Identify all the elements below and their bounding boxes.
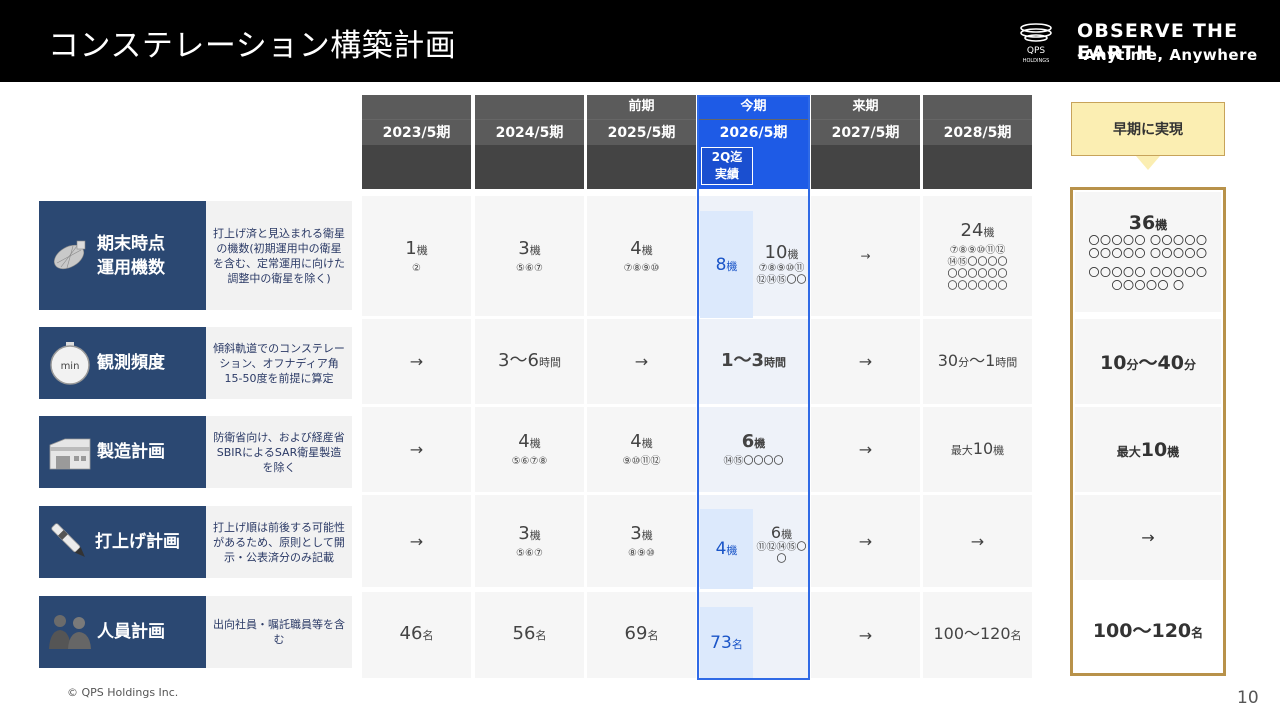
cell-frequency-2025: → — [587, 319, 696, 404]
column-label: 2026/5期 — [699, 119, 808, 145]
column-header-2027: 来期 2027/5期 — [811, 95, 920, 189]
page-title: コンステレーション構築計画 — [48, 28, 457, 64]
cell-manufacturing-2028: 最大10機 — [923, 407, 1032, 492]
row-label-launch: 打上げ計画 打上げ順は前後する可能性があるため、原則として開示・公表済分のみ記載 — [39, 506, 352, 578]
cell-staff-2024: 56名 — [475, 592, 584, 678]
cell-frequency-2028: 30分～1時間 — [923, 319, 1032, 404]
cell-manufacturing-2027: → — [811, 407, 920, 492]
cell-staff-2026-actual: 73名 — [700, 607, 753, 678]
cell-operational-2025: 4機 ⑦⑧⑨⑩ — [587, 196, 696, 316]
cell-operational-2023: 1機 ② — [362, 196, 471, 316]
page-number: 10 — [1237, 688, 1259, 708]
cell-staff-2027: → — [811, 592, 920, 678]
row-note: 打上げ済と見込まれる衛星の機数(初期運用中の衛星を含む、定常運用に向けた調整中の… — [213, 226, 345, 285]
cell-manufacturing-2024: 4機 ⑤⑥⑦⑧ — [475, 407, 584, 492]
header-bar: コンステレーション構築計画 QPS HOLDINGS OBSERVE THE E… — [0, 0, 1280, 82]
cell-frequency-2024: 3～6時間 — [475, 319, 584, 404]
summary-staff: 100～120名 — [1075, 585, 1221, 673]
row-title: 期末時点 運用機数 — [97, 233, 165, 278]
cell-frequency-2027: → — [811, 319, 920, 404]
phase-label: 前期 — [587, 95, 696, 119]
summary-launch: → — [1075, 495, 1221, 580]
cell-launch-2024: 3機 ⑤⑥⑦ — [475, 495, 584, 587]
cell-staff-2028: 100～120名 — [923, 592, 1032, 678]
phase-label: 今期 — [699, 95, 808, 119]
cell-operational-2028: 24機 ⑦⑧⑨⑩⑪⑫⑭⑮〇〇〇〇〇〇〇〇〇〇〇〇〇〇〇〇 — [923, 196, 1032, 316]
column-header-2026: 今期 2026/5期 2Q迄 実績 — [699, 95, 808, 189]
cell-launch-2025: 3機 ⑧⑨⑩ — [587, 495, 696, 587]
cell-staff-2025: 69名 — [587, 592, 696, 678]
pen-icon — [51, 523, 85, 557]
logo-text-qps: QPS — [1027, 46, 1046, 56]
column-label: 2027/5期 — [811, 119, 920, 145]
phase-label: 来期 — [811, 95, 920, 119]
row-note: 傾斜軌道でのコンステレーション、オフナディア角15-50度を前提に算定 — [213, 341, 345, 385]
brand-tagline-2: -Anytime, Anywhere — [1077, 46, 1258, 64]
row-title: 打上げ計画 — [95, 532, 180, 552]
cell-frequency-2026: 1～3時間 — [699, 319, 808, 404]
early-realization-callout: 早期に実現 — [1071, 102, 1225, 156]
cell-operational-2024: 3機 ⑤⑥⑦ — [475, 196, 584, 316]
row-title: 製造計画 — [97, 442, 165, 462]
cell-operational-2026-actual: 8機 — [700, 211, 753, 318]
summary-frame — [1070, 187, 1226, 676]
row-note: 打上げ順は前後する可能性があるため、原則として開示・公表済分のみ記載 — [213, 520, 345, 564]
row-label-manufacturing: 製造計画 防衛省向け、および経産省SBIRによるSAR衛星製造を除く — [39, 416, 352, 488]
cell-launch-2028: → — [923, 495, 1032, 587]
row-label-staff: 人員計画 出向社員・嘱託職員等を含む — [39, 596, 352, 668]
cell-staff-2023: 46名 — [362, 592, 471, 678]
cell-launch-2026-actual: 4機 — [700, 509, 753, 589]
column-header-2025: 前期 2025/5期 — [587, 95, 696, 189]
brand-tagline-1: OBSERVE THE EARTH — [1077, 20, 1239, 64]
cell-operational-2027: → — [811, 196, 920, 316]
cell-frequency-2023: → — [362, 319, 471, 404]
row-label-operational: 期末時点 運用機数 打上げ済と見込まれる衛星の機数(初期運用中の衛星を含む、定常運… — [39, 201, 352, 310]
people-icon — [49, 615, 91, 649]
cell-launch-2023: → — [362, 495, 471, 587]
column-label: 2023/5期 — [362, 119, 471, 145]
callout-pointer — [1136, 156, 1160, 170]
qps-logo-icon: QPS HOLDINGS — [1020, 23, 1052, 64]
row-note: 出向社員・嘱託職員等を含む — [213, 618, 345, 646]
cell-operational-2026: 10機 ⑦⑧⑨⑩⑪⑫⑭⑮〇〇 — [756, 242, 807, 286]
summary-manufacturing: 最大10機 — [1075, 407, 1221, 492]
row-title: 人員計画 — [97, 622, 165, 642]
factory-icon — [49, 438, 91, 470]
column-header-2028: 2028/5期 — [923, 95, 1032, 189]
row-title: 観測頻度 — [97, 353, 165, 373]
cell-manufacturing-2025: 4機 ⑨⑩⑪⑫ — [587, 407, 696, 492]
satellite-icon — [53, 240, 86, 270]
cell-launch-2027: → — [811, 495, 920, 587]
column-label: 2028/5期 — [923, 119, 1032, 145]
stopwatch-icon: min — [50, 342, 90, 385]
logo-text-holdings: HOLDINGS — [1023, 58, 1050, 64]
summary-frequency: 10分～40分 — [1075, 319, 1221, 404]
svg-text:min: min — [61, 361, 80, 372]
column-header-2023: 2023/5期 — [362, 95, 471, 189]
column-header-2024: 2024/5期 — [475, 95, 584, 189]
cell-launch-2026: 6機 ⑪⑫⑭⑮〇〇 — [756, 522, 807, 565]
row-label-frequency: min 観測頻度 傾斜軌道でのコンステレーション、オフナディア角15-50度を前… — [39, 327, 352, 399]
cell-manufacturing-2026: 6機 ⑭⑮〇〇〇〇 — [699, 407, 808, 492]
copyright-text: © QPS Holdings Inc. — [67, 686, 179, 699]
q2-actual-label: 2Q迄 実績 — [701, 147, 753, 185]
summary-operational: 36機 〇〇〇〇〇 〇〇〇〇〇 〇〇〇〇〇 〇〇〇〇〇 〇〇〇〇〇 〇〇〇〇〇 … — [1075, 192, 1221, 312]
column-label: 2024/5期 — [475, 119, 584, 145]
column-label: 2025/5期 — [587, 119, 696, 145]
cell-manufacturing-2023: → — [362, 407, 471, 492]
row-note: 防衛省向け、および経産省SBIRによるSAR衛星製造を除く — [213, 430, 345, 474]
